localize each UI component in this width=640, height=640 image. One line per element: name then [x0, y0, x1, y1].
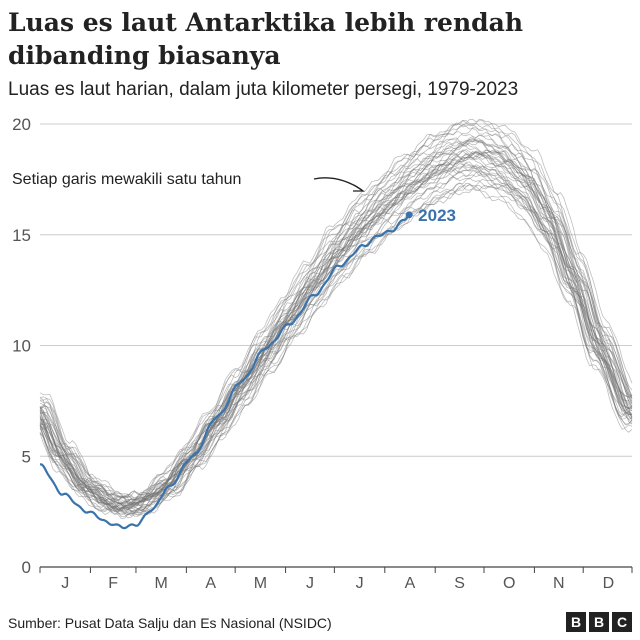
series-2023: 2023: [39, 206, 456, 530]
logo-letter: B: [566, 612, 586, 632]
y-tick-label: 15: [12, 226, 31, 245]
bbc-logo: B B C: [566, 612, 632, 632]
x-tick-label: S: [454, 575, 465, 592]
y-tick-label: 20: [12, 115, 31, 134]
year-line: [39, 118, 633, 499]
gridlines: [40, 123, 632, 457]
year-line: [39, 145, 633, 511]
year-line: [39, 149, 633, 512]
year-line: [39, 142, 633, 510]
x-tick-label: D: [603, 575, 615, 592]
year-line: [39, 120, 633, 501]
annotation-text: Setiap garis mewakili satu tahun: [12, 171, 241, 188]
year-line: [39, 152, 633, 513]
x-tick-label: A: [205, 575, 216, 592]
year-line: [39, 124, 633, 502]
y-tick-label: 5: [22, 447, 31, 466]
year-line: [39, 170, 633, 510]
year-line: [39, 178, 633, 517]
year-line: [39, 164, 633, 509]
year-line: [39, 182, 633, 516]
year-line: [39, 140, 633, 501]
year-line: [39, 148, 633, 504]
x-tick-label: M: [254, 575, 267, 592]
year-line: [39, 153, 633, 514]
x-tick-label: M: [155, 575, 168, 592]
year-line: [39, 161, 633, 511]
year-line: [39, 163, 633, 509]
year-line: [39, 118, 633, 501]
year-line: [39, 119, 633, 502]
year-line: [39, 151, 633, 507]
x-tick-label: A: [405, 575, 416, 592]
year-line: [39, 177, 633, 518]
year-line: [39, 172, 633, 517]
x-tick-label: O: [503, 575, 515, 592]
year-line: [39, 136, 633, 510]
chart-title: Luas es laut Antarktika lebih rendah dib…: [8, 8, 523, 70]
year-line: [39, 131, 633, 502]
x-tick-label: J: [61, 575, 69, 592]
year-line: [39, 137, 633, 507]
y-tick-labels: 0 5 10 15 20: [12, 115, 31, 577]
year-line: [39, 134, 633, 505]
year-line: [39, 150, 633, 505]
logo-letter: B: [589, 612, 609, 632]
year-line: [39, 155, 633, 506]
year-line: [39, 151, 633, 511]
x-tick-label: J: [306, 575, 314, 592]
chart-subtitle: Luas es laut harian, dalam juta kilomete…: [8, 79, 519, 100]
background-year-lines: [39, 118, 633, 520]
source-note: Sumber: Pusat Data Salju dan Es Nasional…: [8, 615, 332, 631]
year-line: [39, 184, 633, 516]
year-line: [39, 160, 633, 508]
x-tick-label: N: [553, 575, 565, 592]
x-tick-label: J: [356, 575, 364, 592]
annotation-arrow: [313, 177, 363, 191]
logo-letter: C: [612, 612, 632, 632]
year-line: [39, 162, 633, 512]
year-line: [39, 165, 633, 516]
line-2023: [39, 213, 411, 530]
year-line: [39, 165, 633, 514]
x-tick-label: F: [108, 575, 118, 592]
y-tick-label: 0: [22, 558, 31, 577]
y-tick-label: 10: [12, 337, 31, 356]
year-line: [39, 183, 633, 520]
year-line: [39, 127, 633, 502]
year-line: [39, 156, 632, 514]
annotation-arrowhead: [353, 184, 366, 192]
line-2023-endpoint: [405, 211, 413, 219]
label-2023: 2023: [418, 206, 456, 225]
year-line: [39, 150, 633, 507]
year-line: [39, 185, 633, 519]
year-line: [39, 138, 633, 510]
year-line: [39, 137, 633, 506]
year-line: [39, 138, 633, 502]
annotation: Setiap garis mewakili satu tahun: [12, 171, 366, 192]
year-line: [39, 151, 633, 504]
